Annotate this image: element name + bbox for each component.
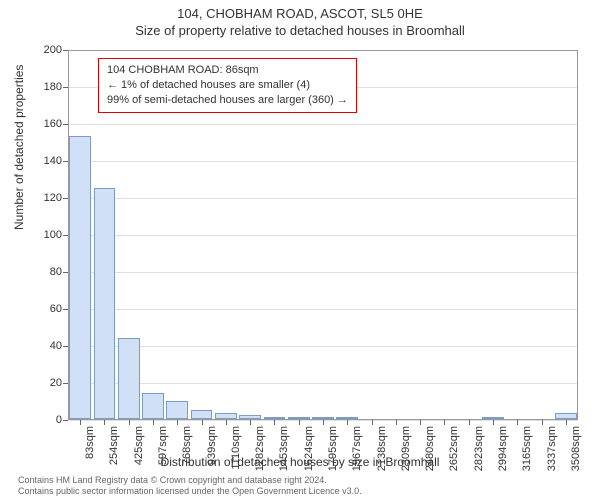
xtick-mark	[396, 420, 397, 425]
xtick-mark	[420, 420, 421, 425]
plot-area: 104 CHOBHAM ROAD: 86sqm ← 1% of detached…	[68, 50, 578, 420]
bar	[288, 417, 310, 419]
ytick-label: 0	[24, 414, 62, 426]
xtick-mark	[129, 420, 130, 425]
xtick-mark	[104, 420, 105, 425]
xtick-mark	[493, 420, 494, 425]
xtick-mark	[153, 420, 154, 425]
xtick-mark	[517, 420, 518, 425]
ytick-label: 140	[24, 155, 62, 167]
ytick-mark	[63, 420, 68, 421]
bar	[555, 413, 577, 419]
ytick-label: 120	[24, 192, 62, 204]
chart-container: 104, CHOBHAM ROAD, ASCOT, SL5 0HE Size o…	[0, 0, 600, 500]
bar	[312, 417, 334, 419]
bar	[69, 136, 91, 419]
xtick-mark	[323, 420, 324, 425]
ytick-label: 40	[24, 340, 62, 352]
xtick-mark	[347, 420, 348, 425]
annotation-box: 104 CHOBHAM ROAD: 86sqm ← 1% of detached…	[98, 58, 357, 113]
ytick-label: 180	[24, 81, 62, 93]
ytick-label: 200	[24, 44, 62, 56]
ytick-label: 100	[24, 229, 62, 241]
annotation-line-3: 99% of semi-detached houses are larger (…	[107, 93, 348, 108]
xtick-mark	[566, 420, 567, 425]
bar	[336, 417, 358, 419]
bar	[239, 415, 261, 419]
footer-line-1: Contains HM Land Registry data © Crown c…	[18, 475, 362, 486]
bar	[191, 410, 213, 419]
bar	[142, 393, 164, 419]
page-title: 104, CHOBHAM ROAD, ASCOT, SL5 0HE	[0, 0, 600, 21]
xtick-mark	[250, 420, 251, 425]
ytick-label: 60	[24, 303, 62, 315]
bar	[94, 188, 116, 419]
bar	[215, 413, 237, 419]
footer: Contains HM Land Registry data © Crown c…	[18, 475, 362, 498]
bar	[118, 338, 140, 419]
xtick-mark	[274, 420, 275, 425]
ytick-label: 20	[24, 377, 62, 389]
xtick-mark	[177, 420, 178, 425]
bar	[264, 417, 286, 419]
xtick-mark	[469, 420, 470, 425]
xtick-mark	[202, 420, 203, 425]
page-subtitle: Size of property relative to detached ho…	[0, 21, 600, 38]
xtick-mark	[372, 420, 373, 425]
x-axis-label: Distribution of detached houses by size …	[0, 455, 600, 469]
xtick-mark	[542, 420, 543, 425]
xtick-mark	[80, 420, 81, 425]
xtick-mark	[226, 420, 227, 425]
annotation-line-2: ← 1% of detached houses are smaller (4)	[107, 78, 348, 93]
footer-line-3: Contains public sector information licen…	[18, 486, 362, 497]
annotation-line-1: 104 CHOBHAM ROAD: 86sqm	[107, 63, 348, 78]
xtick-mark	[299, 420, 300, 425]
ytick-label: 160	[24, 118, 62, 130]
xtick-mark	[444, 420, 445, 425]
ytick-label: 80	[24, 266, 62, 278]
bar	[166, 401, 188, 420]
bar	[482, 417, 504, 419]
